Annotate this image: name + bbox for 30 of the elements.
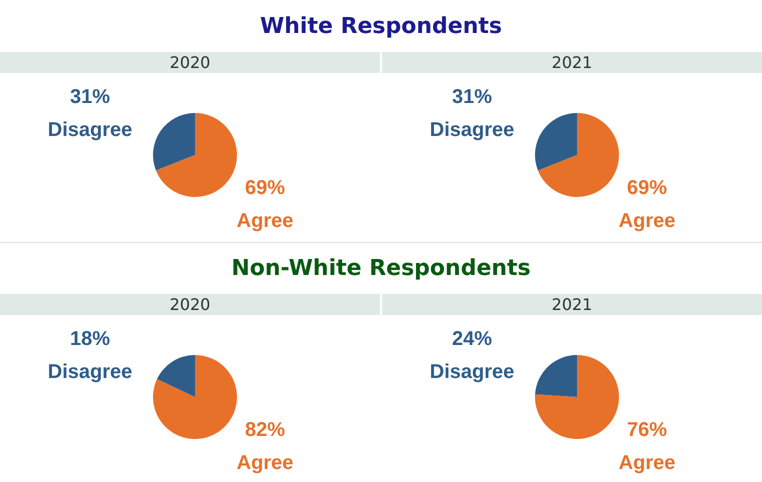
data-label: 69%: [626, 177, 668, 199]
chart-subtitle: 2021: [382, 294, 762, 315]
chart-subtitle: 2020: [0, 294, 380, 315]
pie-slice: [538, 113, 619, 197]
text: Non-White Respondents: [230, 256, 532, 281]
slice-label: Agree: [618, 210, 676, 232]
pie-slice: [153, 113, 195, 170]
data-label: 82%: [244, 419, 286, 441]
text: White Respondents: [259, 14, 503, 39]
slice-label: Disagree: [430, 119, 514, 141]
data-label: 31%: [70, 86, 110, 108]
slice-label: Disagree: [48, 361, 132, 383]
slice-label: Agree: [618, 452, 676, 474]
pie-slice: [156, 113, 237, 197]
data-label: 24%: [452, 328, 492, 350]
pie-slice: [535, 113, 577, 170]
pie-slice: [535, 355, 619, 439]
pie-slice: [153, 355, 237, 439]
chart-subtitle: 2020: [0, 52, 380, 73]
data-label: 18%: [70, 328, 110, 350]
data-label: 31%: [452, 86, 492, 108]
pie-slice: [535, 355, 577, 397]
slice-label: Disagree: [430, 361, 514, 383]
data-label: 69%: [244, 177, 286, 199]
slice-label: Disagree: [48, 119, 132, 141]
slice-label: Agree: [236, 452, 294, 474]
pie-slice: [156, 355, 195, 397]
data-label: 76%: [626, 419, 668, 441]
chart-subtitle: 2021: [382, 52, 762, 73]
slice-label: Agree: [236, 210, 294, 232]
